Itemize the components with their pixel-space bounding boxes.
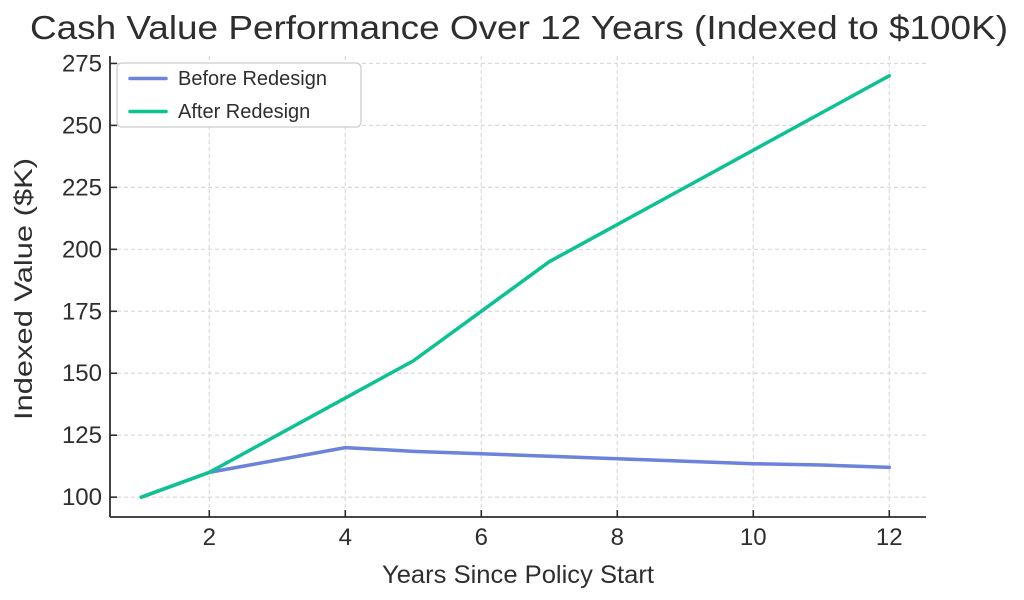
series-line-before-redesign bbox=[139, 445, 892, 499]
y-tick-label: 225 bbox=[62, 174, 102, 201]
legend-box bbox=[116, 62, 362, 128]
x-tick-labels: 2 4 6 8 10 12 bbox=[203, 524, 903, 551]
series-line-after-redesign bbox=[139, 74, 892, 499]
x-axis-label: Years Since Policy Start bbox=[382, 561, 654, 589]
legend-label-after: After Redesign bbox=[178, 101, 310, 123]
y-tick-label: 175 bbox=[62, 298, 102, 325]
x-tick-label: 12 bbox=[876, 524, 903, 551]
spines bbox=[109, 56, 926, 518]
legend: Before Redesign After Redesign bbox=[116, 62, 362, 128]
axis-ticks bbox=[110, 62, 891, 517]
y-tick-label: 150 bbox=[62, 360, 102, 387]
series-lines bbox=[139, 74, 892, 499]
legend-label-before: Before Redesign bbox=[178, 68, 327, 90]
y-tick-label: 125 bbox=[62, 422, 102, 449]
y-tick-label: 200 bbox=[62, 236, 102, 263]
y-axis-label: Indexed Value ($K) bbox=[10, 158, 38, 420]
x-tick-label: 2 bbox=[203, 524, 216, 551]
y-tick-label: 250 bbox=[62, 112, 102, 139]
y-tick-label: 100 bbox=[62, 484, 102, 511]
x-tick-label: 10 bbox=[740, 524, 767, 551]
x-tick-label: 4 bbox=[339, 524, 352, 551]
chart-title: Cash Value Performance Over 12 Years (In… bbox=[30, 9, 1008, 46]
x-tick-label: 6 bbox=[475, 524, 488, 551]
y-tick-label: 275 bbox=[62, 50, 102, 77]
y-tick-labels: 100 125 150 175 200 225 250 275 bbox=[62, 50, 102, 511]
x-tick-label: 8 bbox=[611, 524, 624, 551]
